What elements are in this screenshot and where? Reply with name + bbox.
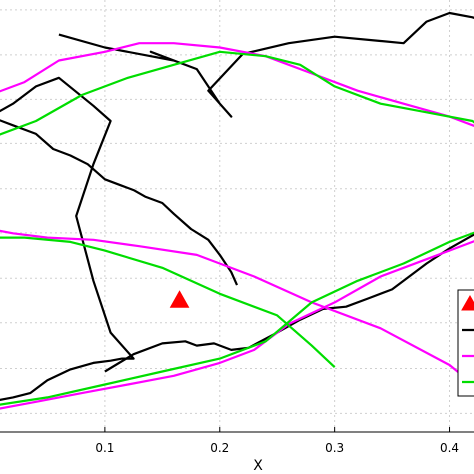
x-ticks: 0.1 0.2 0.3 0.4 xyxy=(95,427,459,455)
series-group xyxy=(0,11,474,410)
legend-box xyxy=(457,289,474,397)
x-tick-label: 0.4 xyxy=(440,441,459,455)
series-line xyxy=(0,229,474,387)
triangle-marker xyxy=(169,290,190,308)
series-line xyxy=(0,50,474,136)
series-line xyxy=(0,236,336,369)
series-line xyxy=(0,240,474,410)
x-tick-label: 0.1 xyxy=(95,441,114,455)
series-line xyxy=(0,42,474,128)
legend xyxy=(457,289,474,397)
series-line xyxy=(0,231,474,406)
series-line xyxy=(0,76,135,402)
legend-marker-triangle xyxy=(461,294,474,311)
grid xyxy=(0,0,474,432)
series-line xyxy=(0,119,239,286)
x-axis-label: X xyxy=(253,458,263,474)
x-tick-label: 0.2 xyxy=(210,441,229,455)
series-line xyxy=(58,11,474,118)
x-tick-label: 0.3 xyxy=(325,441,344,455)
